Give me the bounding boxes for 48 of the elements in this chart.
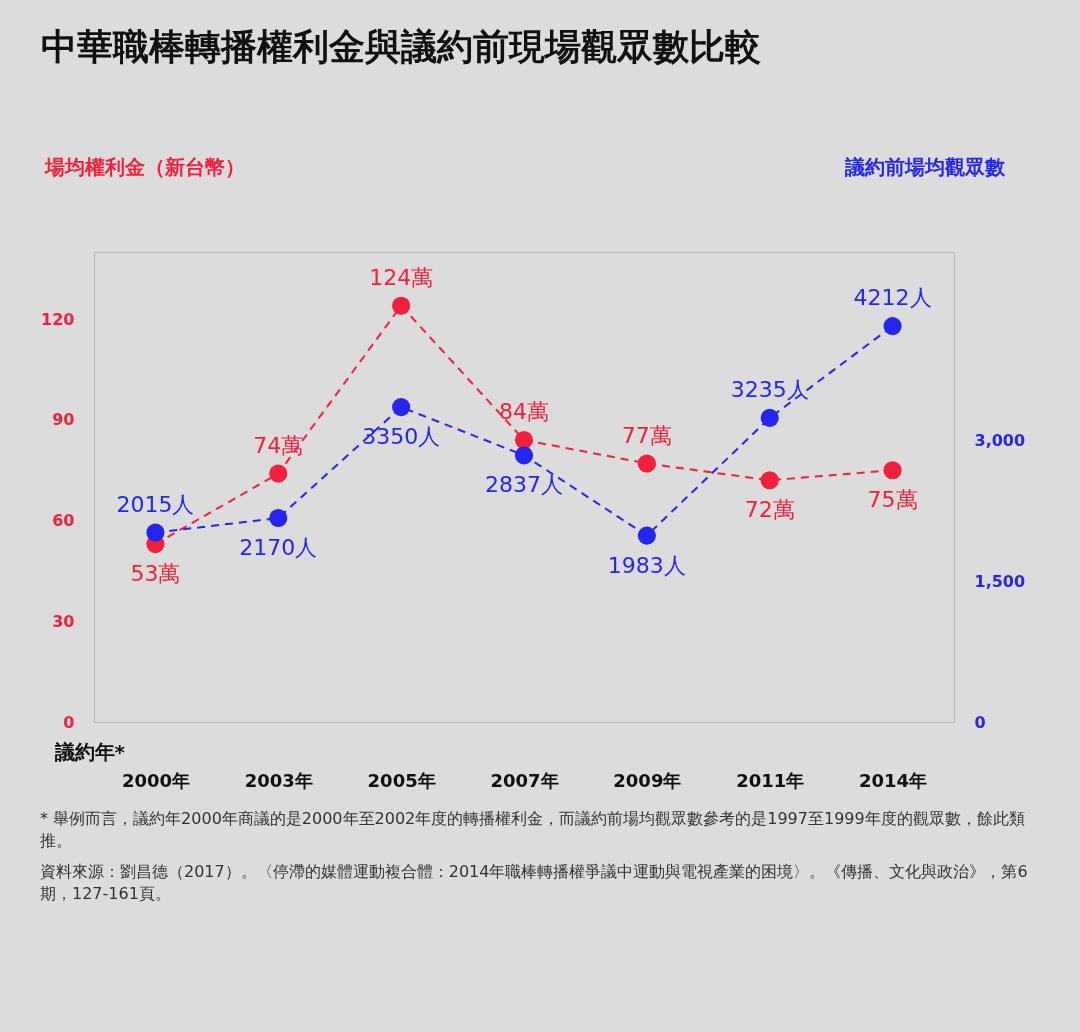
y-axis-title: 場均權利金（新台幣） <box>43 154 245 179</box>
x-tick-label: 2011年 <box>736 769 805 791</box>
data-label: 1983人 <box>607 552 686 578</box>
point <box>883 461 902 480</box>
y-tick-label: 90 <box>52 410 75 430</box>
point <box>392 296 411 315</box>
point <box>637 526 656 545</box>
data-label: 3235人 <box>730 376 809 402</box>
data-label: 2837人 <box>485 472 563 498</box>
y2-tick-label: 1,500 <box>974 571 1026 591</box>
point <box>392 398 411 417</box>
point <box>146 523 165 542</box>
y-tick-label: 0 <box>63 712 75 732</box>
data-label: 74萬 <box>253 432 304 458</box>
source-note: 資料來源：劉昌德（2017）。〈停滯的媒體運動複合體：2014年職棒轉播權爭議中運動與電視產業的困境〉。《傳播、文化與政治》，第6期，127-161頁。 <box>40 860 1029 906</box>
x-tick-label: 2003年 <box>244 769 313 791</box>
data-label: 53萬 <box>130 561 181 587</box>
x-axis-title: 議約年* <box>53 739 126 764</box>
data-label: 2170人 <box>239 535 318 561</box>
data-label: 124萬 <box>369 264 434 290</box>
data-label: 77萬 <box>621 422 672 448</box>
y-tick-label: 30 <box>52 611 75 631</box>
data-label: 4212人 <box>853 285 932 311</box>
x-tick-label: 2007年 <box>490 769 559 791</box>
point <box>269 508 288 528</box>
data-label: 75萬 <box>867 487 918 513</box>
y2-tick-label: 0 <box>974 712 986 732</box>
y-tick-label: 60 <box>52 511 75 531</box>
point <box>883 317 902 336</box>
y2-axis-title: 議約前場均觀眾數 <box>843 154 1006 179</box>
x-tick-label: 2000年 <box>121 769 190 791</box>
x-tick-label: 2005年 <box>367 769 436 791</box>
point <box>514 446 534 465</box>
text: * 舉例而言，議約年2000年商議的是2000年至2002年度的轉播權利金，而議約前場均觀眾數參考的是1997至1999年度的觀眾數，餘此類推。 <box>40 808 1026 853</box>
x-tick-label: 2014年 <box>859 769 928 791</box>
y-tick-label: 120 <box>41 309 75 329</box>
data-label: 3350人 <box>362 424 441 450</box>
data-label: 84萬 <box>499 399 549 424</box>
chart-title: 中華職棒轉播權利金與議約前現場觀眾數比較 <box>40 26 761 67</box>
point <box>760 408 779 427</box>
y2-tick-label: 3,000 <box>974 430 1026 450</box>
point <box>637 454 656 473</box>
point <box>269 464 288 483</box>
data-label: 72萬 <box>744 497 795 523</box>
data-label: 2015人 <box>116 491 195 517</box>
point <box>514 430 534 450</box>
x-tick-label: 2009年 <box>613 769 682 791</box>
point <box>760 471 779 490</box>
